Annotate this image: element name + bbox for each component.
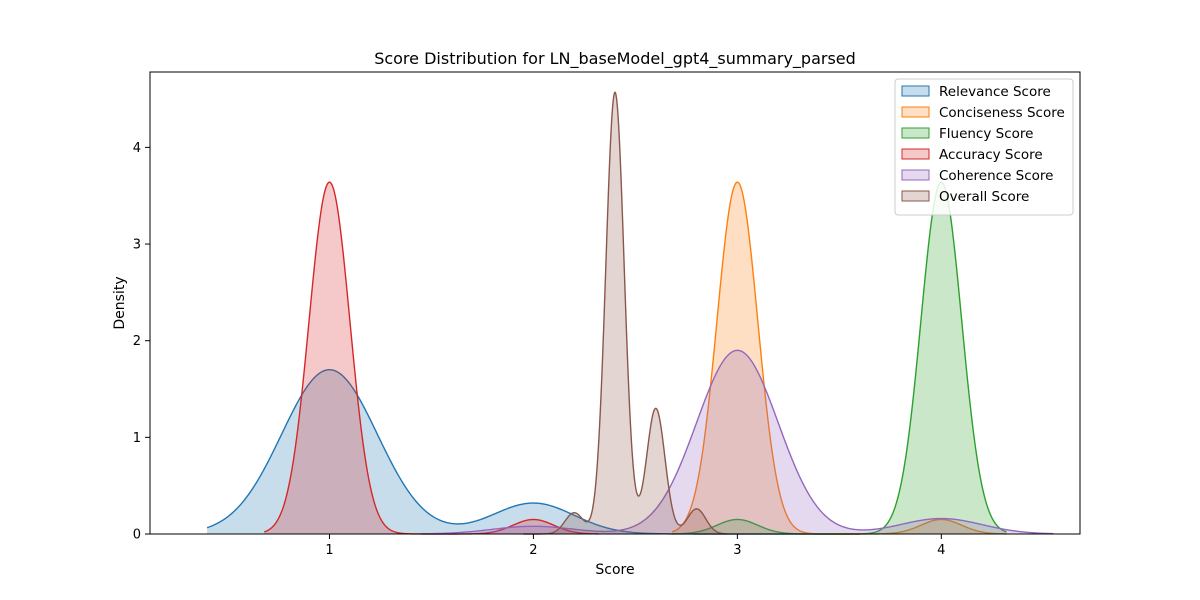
legend-label: Fluency Score xyxy=(939,126,1033,142)
legend-label: Accuracy Score xyxy=(939,147,1043,163)
legend-label: Conciseness Score xyxy=(939,105,1065,121)
x-tick-label: 2 xyxy=(529,543,537,558)
x-tick-label: 1 xyxy=(325,543,333,558)
legend-swatch xyxy=(901,127,930,139)
x-axis-label: Score xyxy=(595,562,634,578)
y-axis-ticks: 0 1 2 3 4 xyxy=(133,141,150,543)
legend-box xyxy=(894,78,1074,216)
chart-title: Score Distribution for LN_baseModel_gpt4… xyxy=(374,49,856,69)
y-tick-label: 4 xyxy=(133,141,141,156)
y-tick-label: 0 xyxy=(133,528,141,543)
series-line xyxy=(523,91,728,535)
legend-swatch xyxy=(901,148,930,160)
legend: Relevance Score Conciseness Score Fluency … xyxy=(894,78,1074,216)
x-tick-label: 3 xyxy=(733,543,741,558)
y-tick-label: 2 xyxy=(133,334,141,349)
series-area xyxy=(672,182,1007,534)
series-area xyxy=(421,350,1054,534)
x-tick-label: 4 xyxy=(937,543,945,558)
y-tick-label: 3 xyxy=(133,238,141,253)
series-4 xyxy=(421,349,1054,535)
y-axis-label: Density xyxy=(112,276,128,329)
x-axis-ticks: 1 2 3 4 xyxy=(325,534,945,558)
plot-frame xyxy=(149,71,1081,535)
series-area xyxy=(264,182,599,534)
series-area xyxy=(672,182,1007,534)
series-5 xyxy=(523,91,728,535)
legend-swatch xyxy=(901,85,930,97)
legend-label: Overall Score xyxy=(939,189,1029,205)
series-area xyxy=(207,369,860,534)
legend-swatch xyxy=(901,169,930,181)
legend-label: Relevance Score xyxy=(939,84,1051,100)
legend-swatch xyxy=(901,106,930,118)
legend-swatch xyxy=(901,190,930,202)
legend-label: Coherence Score xyxy=(939,168,1054,184)
y-tick-label: 1 xyxy=(133,431,141,446)
series-line xyxy=(421,349,1054,535)
